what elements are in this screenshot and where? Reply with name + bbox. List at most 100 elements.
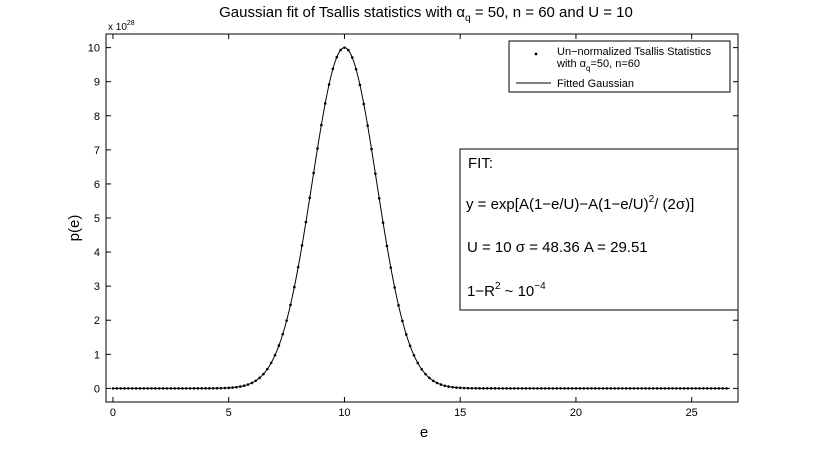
data-point <box>277 344 281 347</box>
data-point <box>540 387 543 390</box>
data-point <box>547 387 551 390</box>
data-point <box>408 344 412 348</box>
data-point <box>509 387 512 390</box>
data-point <box>211 386 215 390</box>
data-point <box>675 387 678 390</box>
data-point <box>231 386 234 389</box>
x-tick-label: 15 <box>454 407 466 419</box>
data-point <box>648 387 651 390</box>
data-point <box>320 123 323 127</box>
data-point <box>269 361 273 365</box>
data-point <box>694 387 697 390</box>
data-point <box>455 386 458 389</box>
data-point <box>567 387 570 390</box>
data-point <box>123 387 126 390</box>
y-tick-label: 8 <box>94 111 100 123</box>
data-point <box>721 387 724 390</box>
data-point <box>698 387 701 390</box>
data-point <box>713 387 717 390</box>
data-point <box>528 387 532 390</box>
data-point <box>308 196 312 200</box>
legend-dot-marker <box>534 52 538 56</box>
x-tick-label: 10 <box>338 407 350 419</box>
data-point <box>555 387 559 390</box>
legend-label-fitted: Fitted Gaussian <box>557 78 634 90</box>
data-point <box>235 385 238 389</box>
data-point <box>115 387 119 390</box>
data-point <box>323 102 327 105</box>
data-point <box>478 387 481 390</box>
data-point <box>505 387 508 390</box>
data-point <box>690 387 694 390</box>
data-point <box>532 387 535 390</box>
data-point <box>501 387 505 390</box>
data-point <box>389 266 393 269</box>
data-point <box>127 387 130 390</box>
y-axis-multiplier: x 1028 <box>108 20 135 33</box>
y-tick-label: 9 <box>94 77 100 89</box>
legend: Un−normalized Tsallis Statistics with αq… <box>508 40 731 93</box>
data-point <box>686 387 690 390</box>
data-point <box>470 386 474 390</box>
data-point <box>624 387 628 390</box>
data-point <box>300 244 304 247</box>
data-point <box>316 147 319 150</box>
data-point <box>239 385 242 388</box>
data-point <box>142 387 146 390</box>
data-point <box>702 387 705 390</box>
x-tick-label: 25 <box>686 407 698 419</box>
data-point <box>671 387 674 390</box>
data-point <box>181 387 184 390</box>
data-point <box>678 387 682 390</box>
data-point <box>524 387 528 390</box>
data-point <box>590 387 593 390</box>
data-point <box>586 387 589 390</box>
data-point <box>632 387 636 390</box>
data-point <box>385 244 389 248</box>
x-axis-label: e <box>420 424 428 441</box>
data-point <box>651 387 655 390</box>
data-point <box>659 387 663 390</box>
legend-label-tsallis-line2: with αq=50, n=60 <box>556 58 640 73</box>
data-point <box>331 67 335 71</box>
data-point <box>667 387 670 390</box>
data-point <box>335 55 339 59</box>
data-point <box>462 386 466 390</box>
annotation-line-4: 1−R2 ~ 10−4 <box>467 281 546 300</box>
data-point <box>350 56 354 59</box>
data-point <box>258 376 261 380</box>
x-tick-label: 20 <box>570 407 582 419</box>
data-point <box>621 387 624 390</box>
data-point <box>439 383 443 386</box>
data-point <box>628 387 632 390</box>
chart-title: Gaussian fit of Tsallis statistics with … <box>219 4 633 24</box>
data-point <box>682 387 686 390</box>
data-point <box>358 83 362 87</box>
data-point <box>605 387 609 390</box>
data-point <box>134 387 138 390</box>
tsallis-dots-series <box>111 46 728 390</box>
data-point <box>377 197 381 200</box>
data-point <box>412 354 416 357</box>
data-point <box>184 387 188 390</box>
data-point <box>570 387 574 390</box>
x-axis: 0 5 10 15 20 25 <box>110 34 698 419</box>
data-point <box>420 367 423 371</box>
y-tick-label: 7 <box>94 145 100 157</box>
data-point <box>474 386 478 390</box>
y-tick-label: 5 <box>94 213 100 225</box>
annotation-box <box>459 148 739 311</box>
data-point <box>161 387 165 390</box>
data-point <box>138 387 142 390</box>
data-point <box>381 221 385 224</box>
data-point <box>574 387 578 390</box>
data-point <box>563 387 566 390</box>
data-point <box>520 387 524 390</box>
data-point <box>111 387 115 390</box>
data-point <box>242 384 246 388</box>
y-tick-label: 10 <box>88 43 100 55</box>
data-point <box>343 46 346 49</box>
data-point <box>339 48 342 52</box>
data-point <box>254 379 258 383</box>
